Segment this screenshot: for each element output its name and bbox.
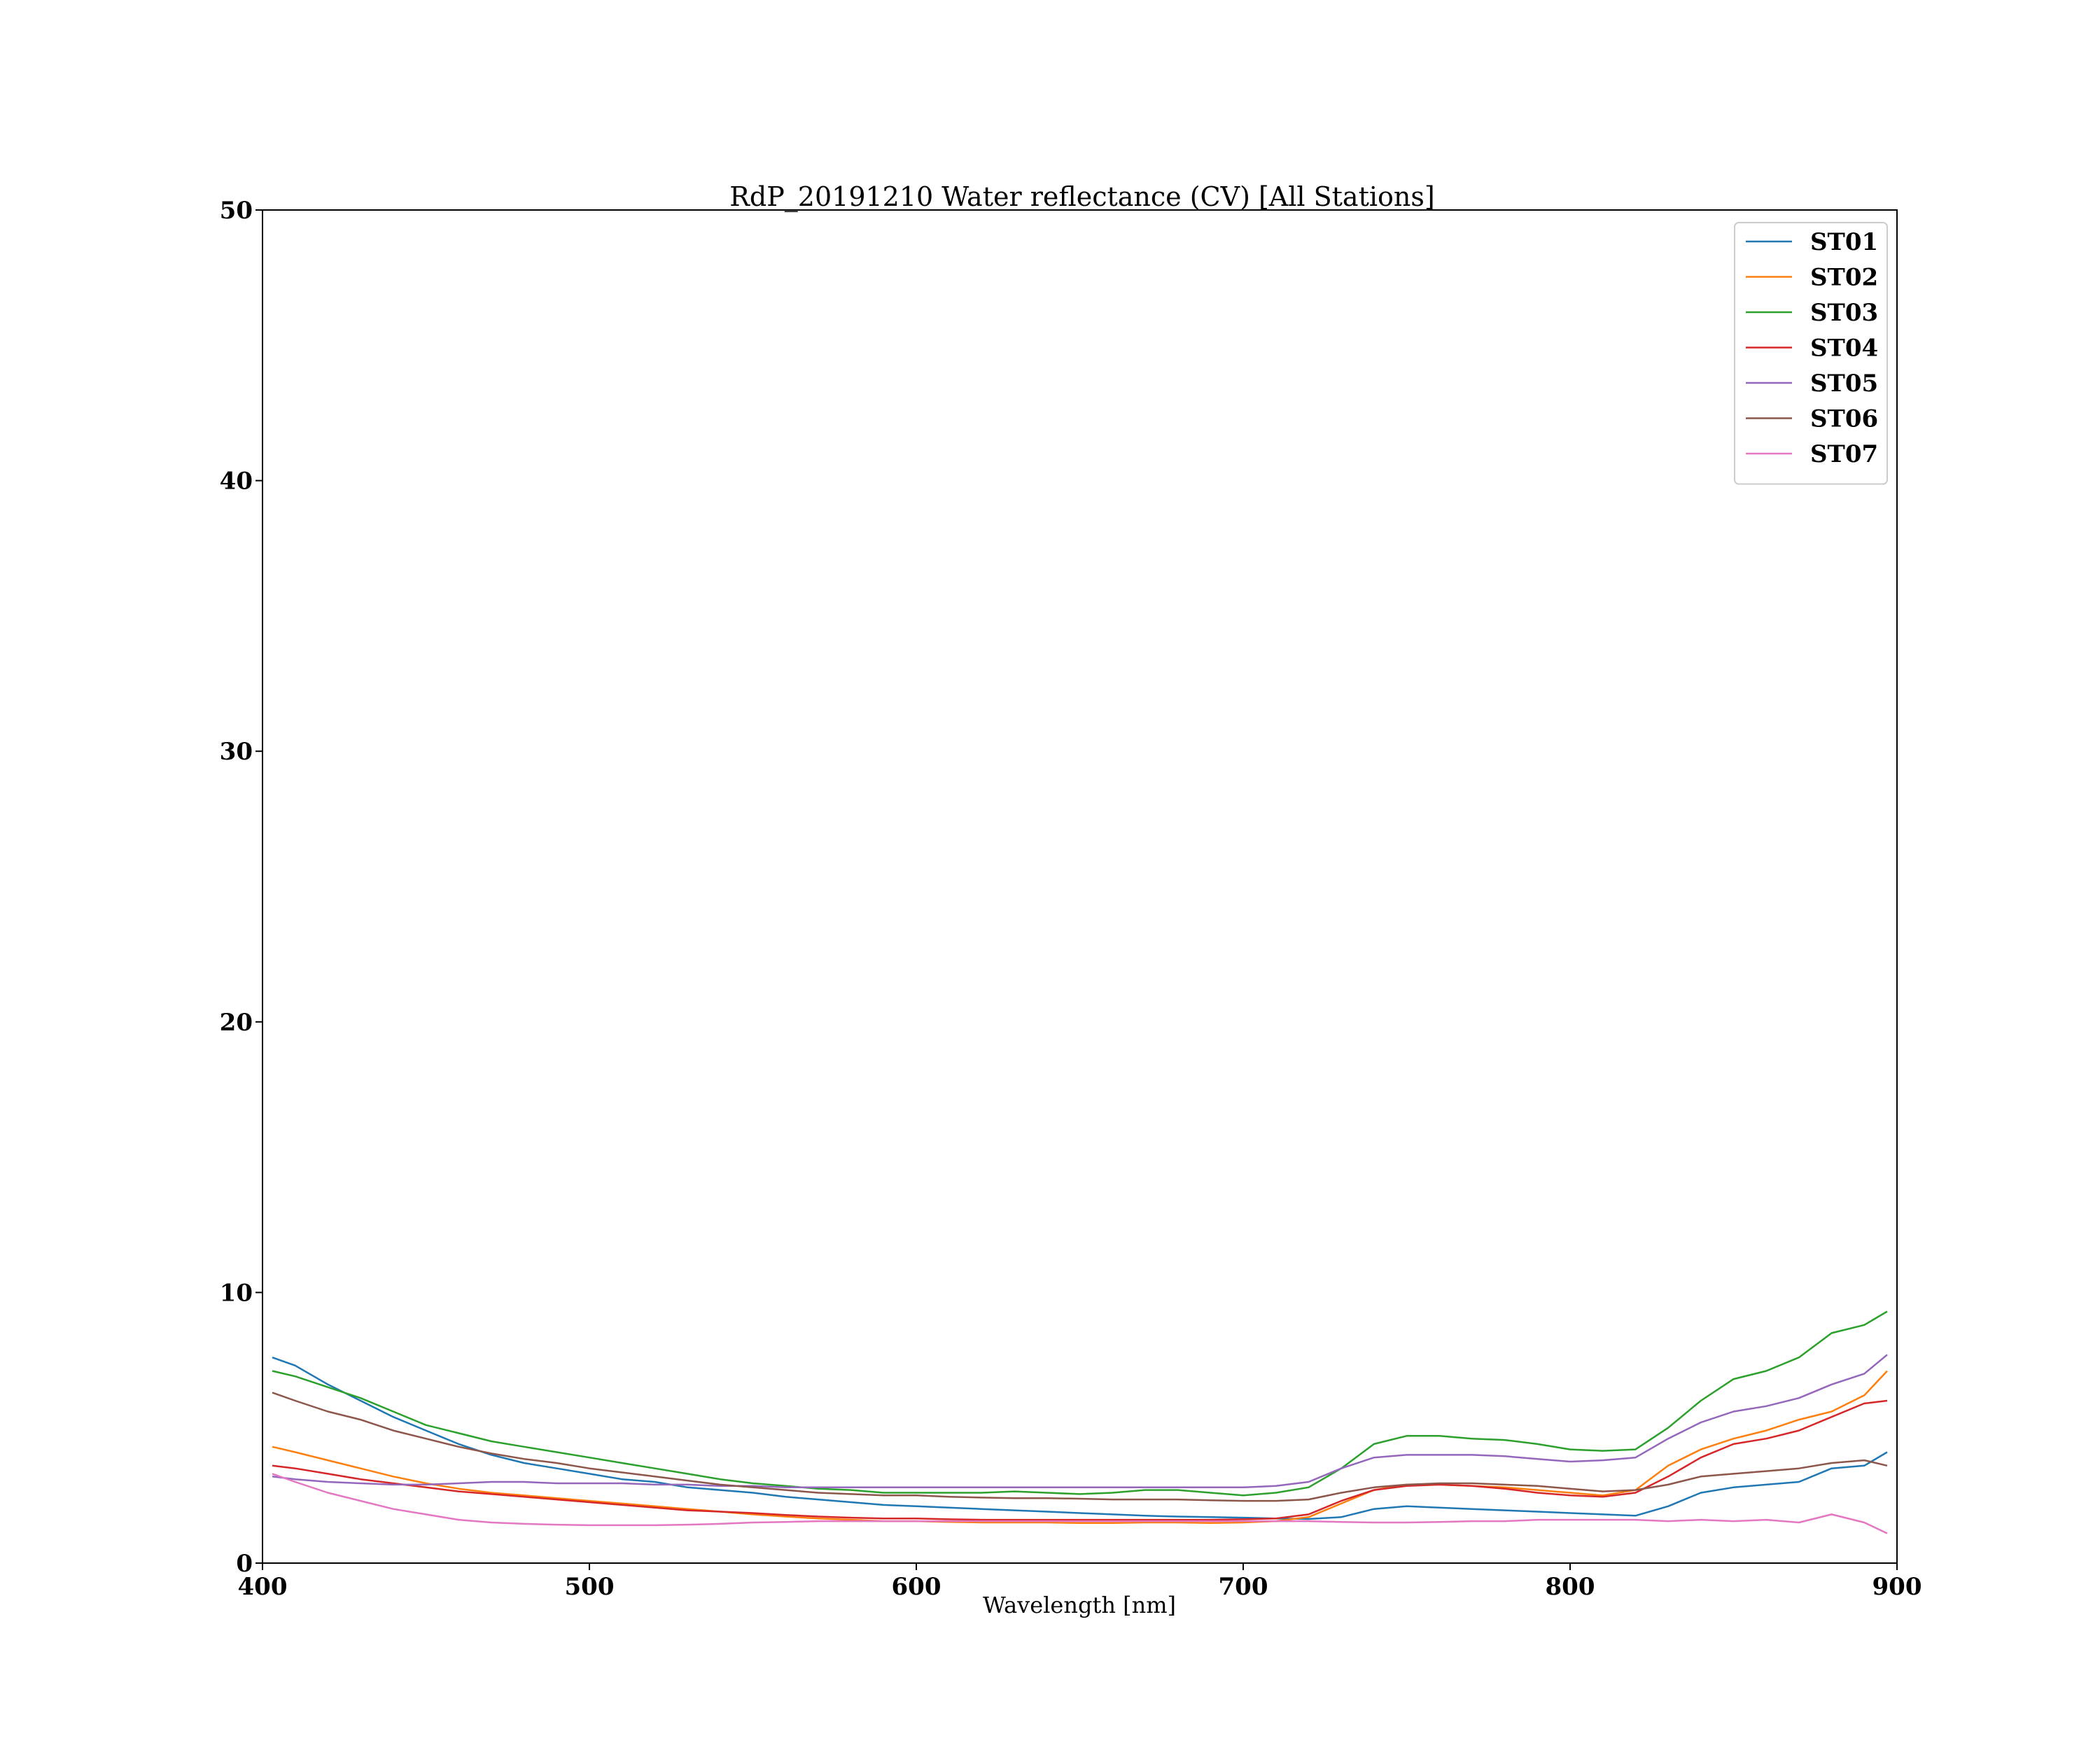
chart-title: RdP_20191210 Water reflectance (CV) [All… — [729, 181, 1434, 213]
series-line-st03 — [272, 1310, 1888, 1497]
x-tick-label: 400 — [238, 1573, 288, 1601]
x-tick-label: 800 — [1546, 1573, 1595, 1601]
x-tick-label: 500 — [565, 1573, 615, 1601]
series-line-st04 — [272, 1399, 1888, 1521]
series-line-st05 — [272, 1354, 1888, 1489]
x-tick-label: 600 — [892, 1573, 941, 1601]
x-tick-label: 700 — [1219, 1573, 1268, 1601]
y-tick-label: 0 — [236, 1550, 253, 1578]
y-tick-label: 50 — [220, 197, 253, 225]
series-line-st07 — [272, 1473, 1888, 1534]
legend: ST01 ST02 ST03 ST04 ST05 ST06 ST07 — [1734, 222, 1888, 485]
legend-entry: ST07 — [1810, 440, 1878, 468]
series-line-st02 — [272, 1370, 1888, 1525]
legend-entry: ST02 — [1810, 264, 1878, 292]
legend-entry: ST04 — [1810, 335, 1878, 363]
series-line-st01 — [272, 1357, 1888, 1520]
y-axis: 0 10 20 30 40 50 — [220, 197, 262, 1578]
legend-entry: ST06 — [1810, 405, 1878, 433]
plot-frame — [262, 209, 1898, 1564]
legend-entry: ST05 — [1810, 370, 1878, 398]
x-tick-label: 900 — [1872, 1573, 1922, 1601]
x-axis: 400 500 600 700 800 900 — [238, 1563, 1922, 1601]
legend-entry: ST01 — [1810, 228, 1878, 256]
series-line-st06 — [272, 1392, 1888, 1502]
y-tick-label: 40 — [220, 468, 253, 496]
plot-area — [272, 1310, 1888, 1534]
x-axis-label: Wavelength [nm] — [983, 1592, 1176, 1618]
y-tick-label: 20 — [220, 1009, 253, 1037]
y-tick-label: 30 — [220, 738, 253, 766]
y-tick-label: 10 — [220, 1279, 253, 1307]
legend-entry: ST03 — [1810, 299, 1878, 327]
